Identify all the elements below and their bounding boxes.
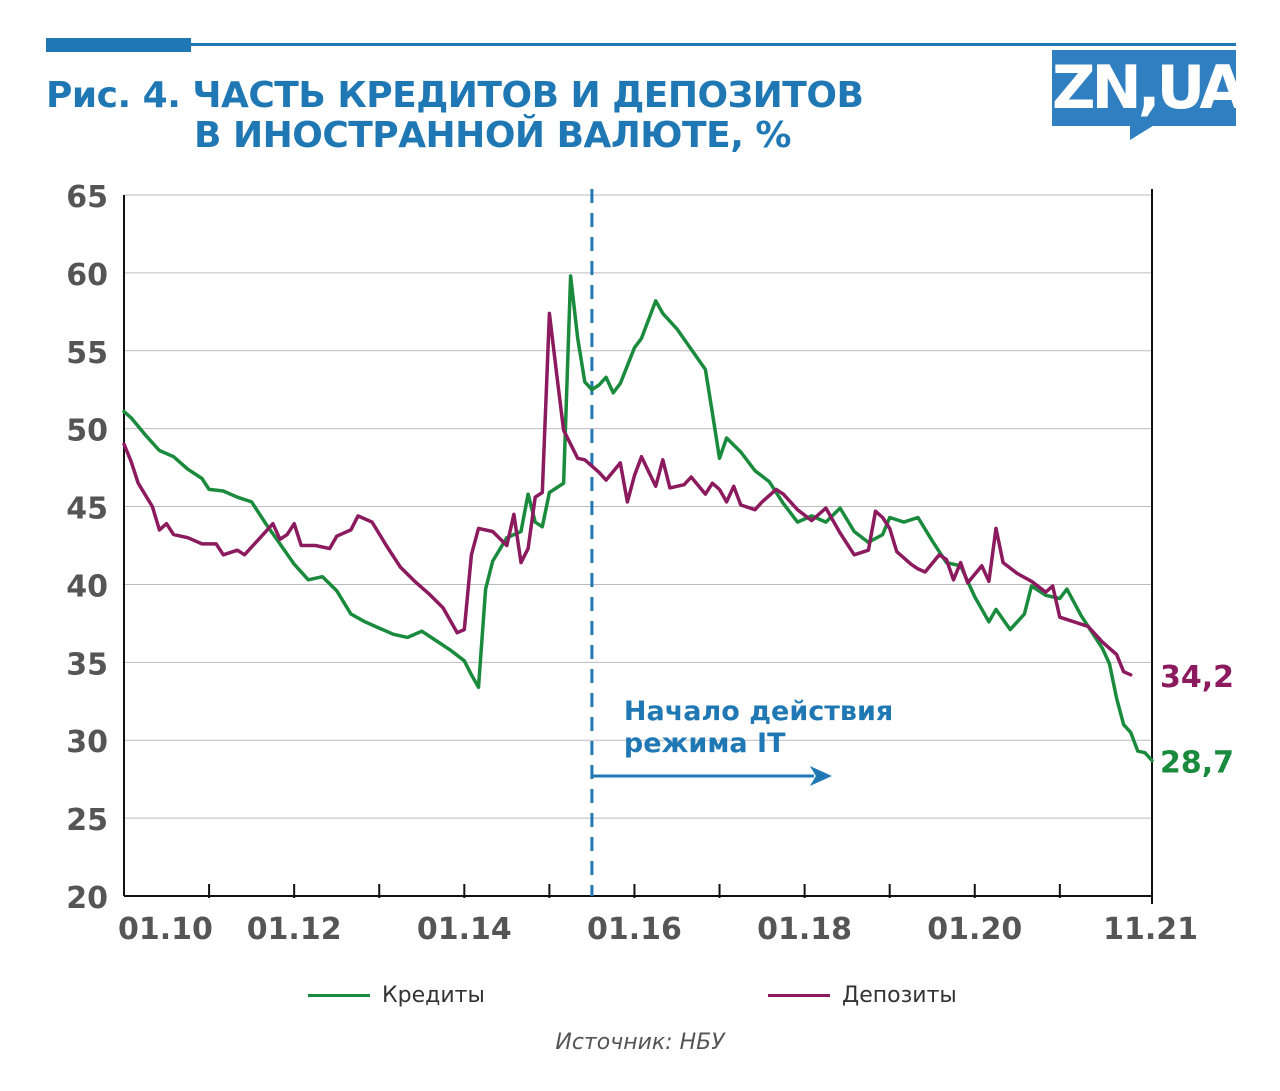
legend-label-credits: Кредиты	[382, 982, 485, 1008]
chart-title-line1: Рис. 4. ЧАСТЬ КРЕДИТОВ И ДЕПОЗИТОВ	[46, 75, 864, 116]
header-rule	[46, 43, 1236, 46]
x-tick-label-01.10: 01.10	[118, 912, 213, 947]
logo-speech-tail	[1130, 124, 1156, 140]
y-tick-label-60: 60	[66, 258, 108, 293]
annotation-text-line2: режима IT	[624, 728, 786, 759]
y-tick-label-30: 30	[66, 725, 108, 760]
legend-item-deposits: Депозиты	[768, 980, 957, 1010]
y-tick-label-65: 65	[66, 180, 108, 215]
x-tick-label-01.14: 01.14	[417, 912, 512, 947]
series-line-credits	[122, 274, 1154, 763]
legend-item-credits: Кредиты	[308, 980, 485, 1010]
legend-swatch-deposits	[768, 993, 830, 997]
arrow-right-icon	[809, 766, 832, 786]
x-tick-label-11.21: 11.21	[1103, 912, 1198, 947]
y-tick-label-40: 40	[66, 569, 108, 604]
legend-swatch-credits	[308, 993, 370, 997]
end-label-deposits: 34,2	[1160, 660, 1234, 695]
y-tick-label-20: 20	[66, 881, 108, 916]
end-label-credits: 28,7	[1160, 745, 1234, 780]
series-line-deposits	[122, 311, 1133, 677]
chart-title-line2: В ИНОСТРАННОЙ ВАЛЮТЕ, %	[194, 115, 791, 156]
y-tick-label-55: 55	[66, 336, 108, 371]
zn-ua-logo: ZN,UA	[1052, 50, 1246, 126]
legend-label-deposits: Депозиты	[842, 982, 957, 1008]
x-tick-label-01.18: 01.18	[757, 912, 852, 947]
x-tick-label-01.12: 01.12	[247, 912, 342, 947]
x-tick-label-01.16: 01.16	[587, 912, 682, 947]
chart-title: Рис. 4. ЧАСТЬ КРЕДИТОВ И ДЕПОЗИТОВ В ИНО…	[46, 76, 946, 156]
y-tick-label-50: 50	[66, 414, 108, 449]
x-tick-label-01.20: 01.20	[927, 912, 1022, 947]
y-tick-label-25: 25	[66, 803, 108, 838]
y-tick-label-35: 35	[66, 647, 108, 682]
annotation-text-line1: Начало действия	[624, 696, 893, 727]
source-note: Источник: НБУ	[555, 1030, 725, 1055]
y-tick-label-45: 45	[66, 492, 108, 527]
